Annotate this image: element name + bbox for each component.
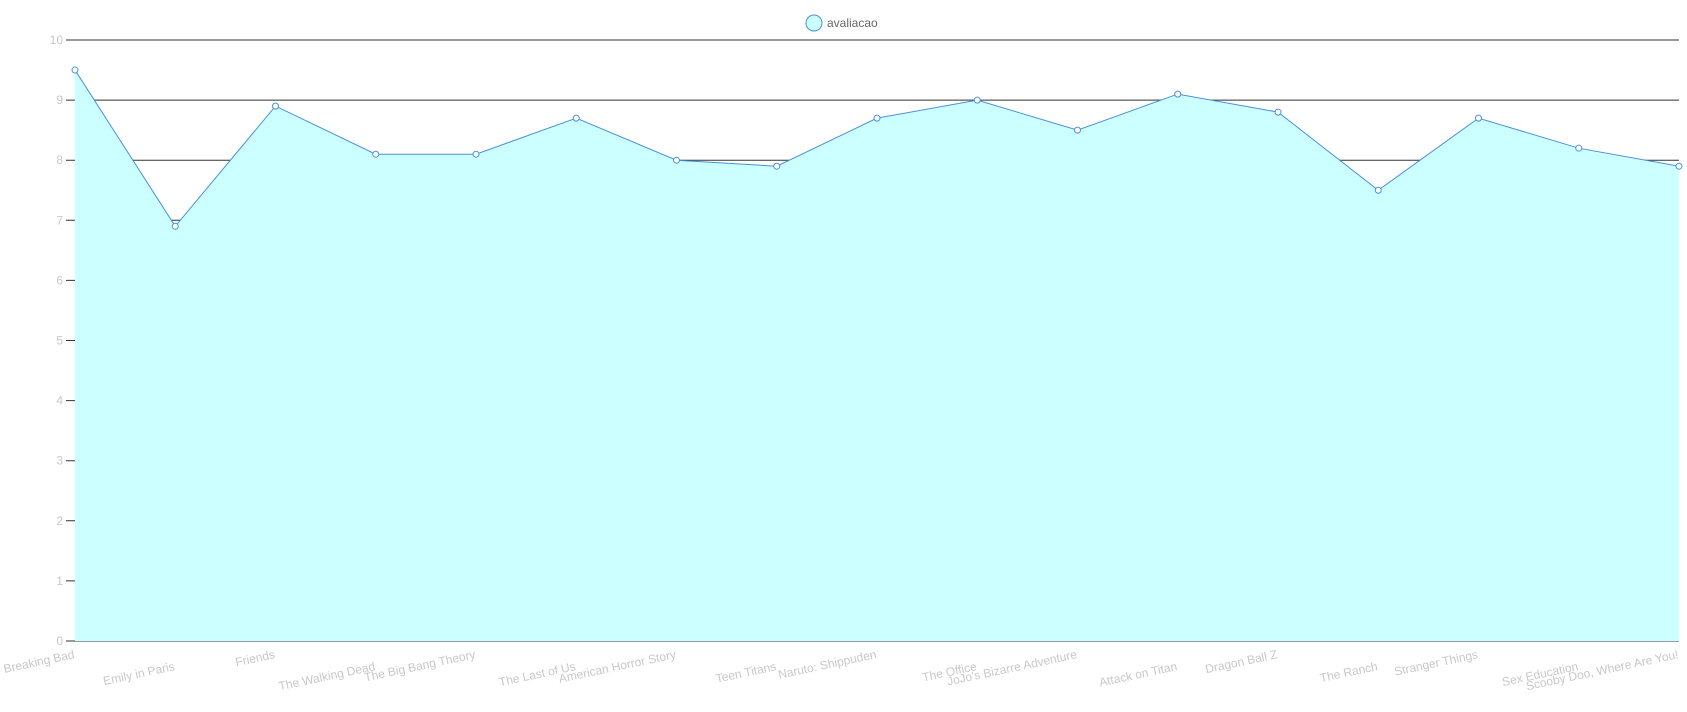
y-tick-label-4: 4 <box>56 394 63 408</box>
x-tick-label: Naruto: Shippuden <box>777 647 878 682</box>
y-tick-label-6: 6 <box>56 273 63 287</box>
legend-swatch[interactable] <box>805 14 823 32</box>
x-tick-label: Breaking Bad <box>2 647 75 676</box>
data-point-12[interactable] <box>1274 108 1282 116</box>
data-point-0[interactable] <box>71 66 79 74</box>
x-tick-label: The Ranch <box>1319 659 1379 685</box>
data-point-13[interactable] <box>1374 186 1382 194</box>
data-point-8[interactable] <box>873 114 881 122</box>
y-axis-ticks: 0 1 2 3 4 5 6 7 8 9 10 <box>50 33 64 648</box>
data-point-4[interactable] <box>472 150 480 158</box>
y-tick-label-3: 3 <box>56 454 63 468</box>
x-tick-label: The Walking Dead <box>277 659 376 693</box>
x-tick-label: Attack on Titan <box>1098 659 1179 689</box>
data-point-6[interactable] <box>673 156 680 164</box>
x-tick-label: Teen Titans <box>714 659 777 685</box>
legend[interactable]: avaliacao <box>805 14 878 32</box>
x-tick-label: The Big Bang Theory <box>363 647 477 684</box>
series-area <box>75 70 1679 642</box>
data-point-15[interactable] <box>1575 144 1583 152</box>
x-tick-label: Friends <box>234 647 276 669</box>
data-point-14[interactable] <box>1475 114 1482 122</box>
legend-label[interactable]: avaliacao <box>827 16 878 30</box>
data-point-2[interactable] <box>272 102 279 110</box>
y-tick-label-7: 7 <box>56 213 63 227</box>
y-tick-label-2: 2 <box>56 514 63 528</box>
x-tick-label: Emily in Paris <box>102 659 176 688</box>
data-point-1[interactable] <box>171 222 179 230</box>
data-point-5[interactable] <box>572 114 580 122</box>
y-tick-label-1: 1 <box>56 574 63 588</box>
data-point-7[interactable] <box>773 162 781 170</box>
x-tick-label: Stranger Things <box>1393 647 1479 678</box>
data-points <box>71 66 1683 230</box>
x-tick-label: Dragon Ball Z <box>1204 647 1279 676</box>
data-point-9[interactable] <box>973 96 981 104</box>
series-area-fill <box>75 70 1679 642</box>
y-tick-label-8: 8 <box>56 153 63 167</box>
y-tick-label-0: 0 <box>56 634 63 648</box>
data-point-3[interactable] <box>372 150 380 158</box>
data-point-11[interactable] <box>1174 90 1182 98</box>
y-tick-label-5: 5 <box>56 334 63 348</box>
y-tick-label-10: 10 <box>50 33 64 47</box>
data-point-10[interactable] <box>1074 126 1081 134</box>
data-point-16[interactable] <box>1675 162 1683 170</box>
y-tick-label-9: 9 <box>56 93 63 107</box>
